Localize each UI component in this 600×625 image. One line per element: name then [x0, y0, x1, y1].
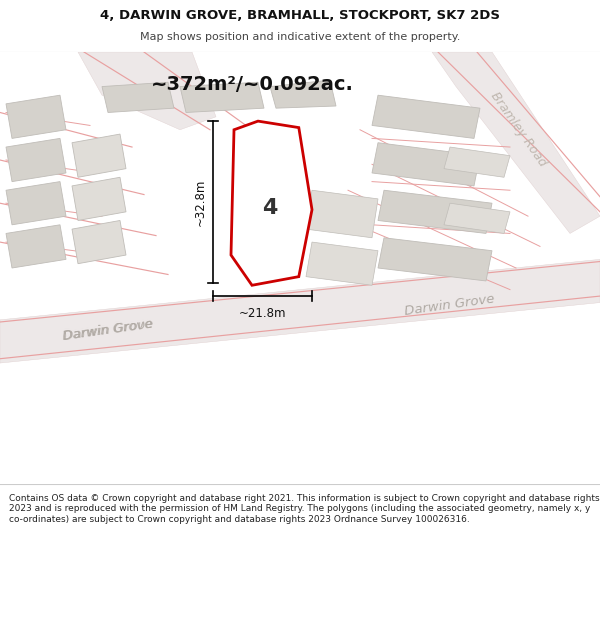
Polygon shape	[372, 95, 480, 138]
Polygon shape	[6, 182, 66, 225]
Polygon shape	[102, 82, 174, 112]
Polygon shape	[72, 221, 126, 264]
Polygon shape	[231, 121, 312, 285]
Polygon shape	[78, 52, 216, 130]
Text: ~32.8m: ~32.8m	[193, 178, 206, 226]
Text: 4, DARWIN GROVE, BRAMHALL, STOCKPORT, SK7 2DS: 4, DARWIN GROVE, BRAMHALL, STOCKPORT, SK…	[100, 9, 500, 22]
Text: Bramley Road: Bramley Road	[488, 90, 550, 169]
Polygon shape	[444, 147, 510, 178]
Text: Darwin Grove: Darwin Grove	[404, 292, 496, 318]
Polygon shape	[378, 238, 492, 281]
Polygon shape	[306, 190, 378, 238]
Polygon shape	[0, 259, 600, 363]
Polygon shape	[72, 134, 126, 178]
Text: Darwin Groυe: Darwin Groυe	[62, 318, 154, 343]
Polygon shape	[378, 190, 492, 234]
Text: Map shows position and indicative extent of the property.: Map shows position and indicative extent…	[140, 32, 460, 43]
Polygon shape	[306, 242, 378, 285]
Polygon shape	[6, 95, 66, 138]
Polygon shape	[6, 225, 66, 268]
Polygon shape	[372, 142, 480, 186]
Polygon shape	[180, 82, 264, 112]
Polygon shape	[6, 138, 66, 182]
Polygon shape	[270, 80, 336, 108]
Text: Darwin Grove: Darwin Grove	[62, 318, 154, 343]
Text: Contains OS data © Crown copyright and database right 2021. This information is : Contains OS data © Crown copyright and d…	[9, 494, 599, 524]
Polygon shape	[444, 203, 510, 234]
Text: ~21.8m: ~21.8m	[239, 307, 286, 320]
Polygon shape	[72, 177, 126, 221]
Text: 4: 4	[262, 198, 278, 217]
Polygon shape	[432, 52, 600, 234]
Text: ~372m²/~0.092ac.: ~372m²/~0.092ac.	[151, 75, 353, 94]
